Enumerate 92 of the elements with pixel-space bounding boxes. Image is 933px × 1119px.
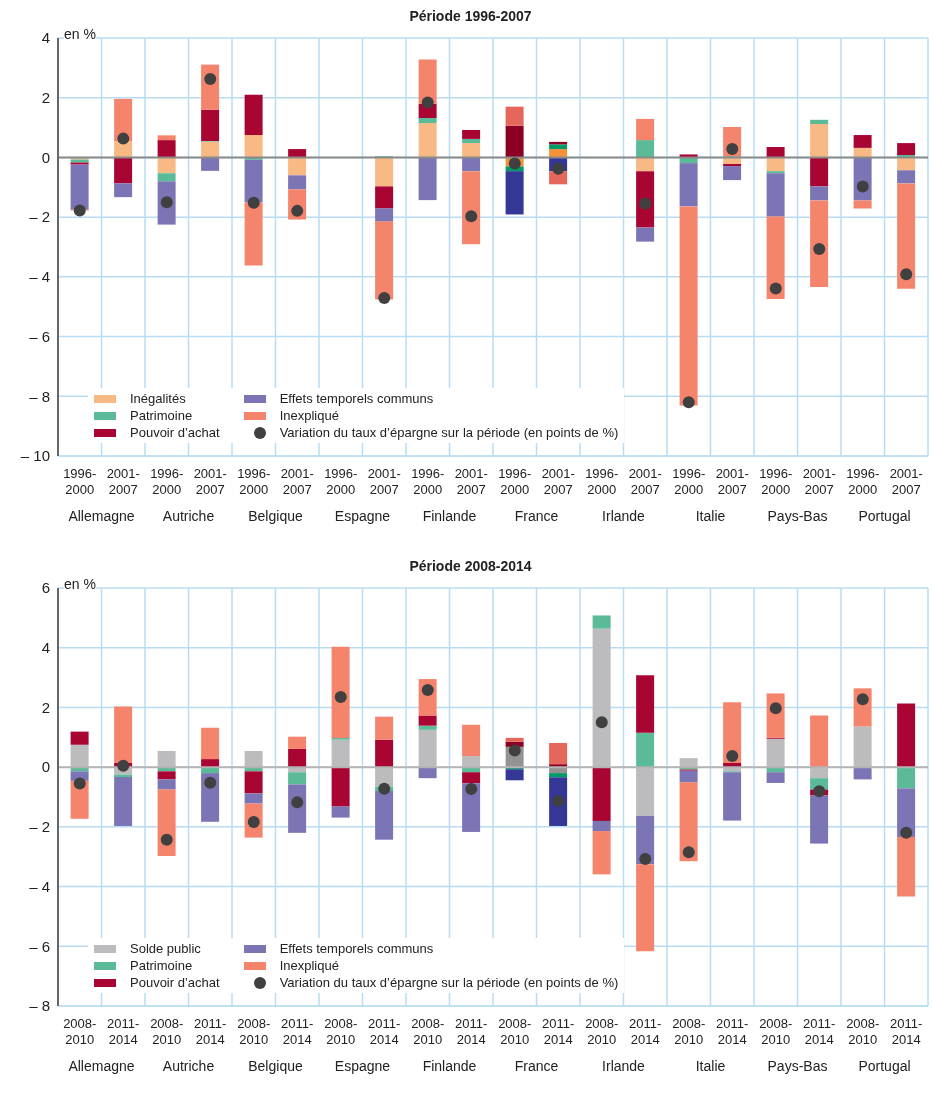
text: Italie	[695, 1058, 726, 1074]
chart-title: Période 2008-2014	[409, 558, 532, 574]
y-axis-title: en %	[64, 26, 96, 42]
text: Autriche	[162, 1058, 215, 1074]
x-tick-label: 2008-2010	[63, 1016, 97, 1047]
text: Allemagne	[68, 1058, 135, 1074]
y-tick-label: 0	[41, 148, 50, 166]
y-tick-label: 6	[41, 579, 50, 597]
x-tick-label: 2008-2010	[237, 1016, 271, 1047]
y-tick-label: – 4	[29, 877, 50, 895]
y-axis-title: en %	[64, 576, 96, 592]
legend-label: Variation du taux d’épargne sur la période (en points de %)	[279, 425, 619, 440]
y-tick-label: 2	[41, 89, 50, 107]
x-tick-label: 2001-2007	[715, 466, 749, 497]
x-tick-label: 1996-2000	[498, 466, 532, 497]
x-tick-label: 2008-2010	[585, 1016, 619, 1047]
legend-label: Pouvoir d’achat	[130, 975, 220, 990]
y-tick-label: – 6	[29, 937, 50, 955]
x-tick-label: 2001-2007	[628, 466, 662, 497]
x-tick-label: 2001-2007	[193, 466, 227, 497]
x-tick-label: 2011-2014	[716, 1016, 749, 1047]
x-tick-label: 2011-2014	[368, 1016, 401, 1047]
text: Espagne	[334, 1058, 391, 1074]
x-tick-label: 2001-2007	[802, 466, 836, 497]
y-tick-label: 2	[41, 698, 50, 716]
y-tick-label: 0	[41, 758, 50, 776]
legend-label: Inégalités	[130, 391, 186, 406]
x-tick-label: 2008-2010	[759, 1016, 793, 1047]
y-tick-label: – 6	[29, 327, 50, 345]
x-tick-label: 2001-2007	[889, 466, 923, 497]
text: Finlande	[422, 508, 477, 524]
x-tick-label: 1996-2000	[324, 466, 358, 497]
x-tick-label: 1996-2000	[63, 466, 97, 497]
text: Autriche	[162, 508, 215, 524]
x-tick-label: 2011-2014	[890, 1016, 923, 1047]
y-tick-label: 4	[41, 639, 50, 657]
y-tick-label: – 2	[29, 818, 50, 836]
x-tick-label: 1996-2000	[237, 466, 271, 497]
text: Allemagne	[68, 508, 135, 524]
x-tick-label: 2008-2010	[150, 1016, 184, 1047]
text: Finlande	[422, 1058, 477, 1074]
x-tick-label: 2001-2007	[106, 466, 140, 497]
x-tick-label: 2008-2010	[846, 1016, 880, 1047]
x-tick-label: 2008-2010	[411, 1016, 445, 1047]
x-tick-label: 2011-2014	[629, 1016, 662, 1047]
x-tick-label: 2011-2014	[542, 1016, 575, 1047]
text: France	[514, 1058, 559, 1074]
text: Italie	[695, 508, 726, 524]
x-tick-label: 2011-2014	[803, 1016, 836, 1047]
x-tick-label: 2001-2007	[280, 466, 314, 497]
x-tick-label: 2008-2010	[324, 1016, 358, 1047]
y-tick-label: – 8	[29, 997, 50, 1015]
y-tick-label: – 10	[20, 447, 50, 465]
x-tick-label: 2008-2010	[498, 1016, 532, 1047]
text: Portugal	[858, 508, 911, 524]
y-tick-label: – 8	[29, 387, 50, 405]
x-tick-label: 1996-2000	[846, 466, 880, 497]
legend-label: Variation du taux d’épargne sur la période (en points de %)	[279, 975, 619, 990]
text: Belgique	[248, 1058, 303, 1074]
x-tick-label: 2001-2007	[367, 466, 401, 497]
x-tick-label: 2008-2010	[672, 1016, 706, 1047]
text: Pays-Bas	[767, 1058, 828, 1074]
x-tick-label: 2011-2014	[194, 1016, 227, 1047]
text: Irlande	[602, 508, 646, 524]
legend-label: Patrimoine	[130, 408, 193, 423]
x-tick-label: 2011-2014	[455, 1016, 488, 1047]
text: Espagne	[334, 508, 391, 524]
legend-label: Effets temporels communs	[279, 941, 434, 956]
x-tick-label: 1996-2000	[759, 466, 793, 497]
x-tick-label: 1996-2000	[411, 466, 445, 497]
legend-label: Inexpliqué	[279, 408, 339, 423]
text: Irlande	[602, 1058, 646, 1074]
y-tick-label: 4	[41, 29, 50, 47]
legend-label: Solde public	[130, 941, 201, 956]
legend-label: Effets temporels communs	[279, 391, 434, 406]
x-tick-label: 1996-2000	[672, 466, 706, 497]
x-tick-label: 2001-2007	[454, 466, 488, 497]
y-tick-label: – 4	[29, 268, 50, 286]
text: Pays-Bas	[767, 508, 828, 524]
legend-label: Inexpliqué	[279, 958, 339, 973]
legend-label: Pouvoir d’achat	[130, 425, 220, 440]
x-tick-label: 2011-2014	[281, 1016, 314, 1047]
y-tick-label: – 2	[29, 208, 50, 226]
x-tick-label: 2011-2014	[107, 1016, 140, 1047]
text: France	[514, 508, 559, 524]
text: Portugal	[858, 1058, 911, 1074]
legend-label: Patrimoine	[130, 958, 193, 973]
chart-title: Période 1996-2007	[409, 8, 532, 24]
x-tick-label: 1996-2000	[585, 466, 619, 497]
text: Belgique	[248, 508, 303, 524]
x-tick-label: 2001-2007	[541, 466, 575, 497]
x-tick-label: 1996-2000	[150, 466, 184, 497]
